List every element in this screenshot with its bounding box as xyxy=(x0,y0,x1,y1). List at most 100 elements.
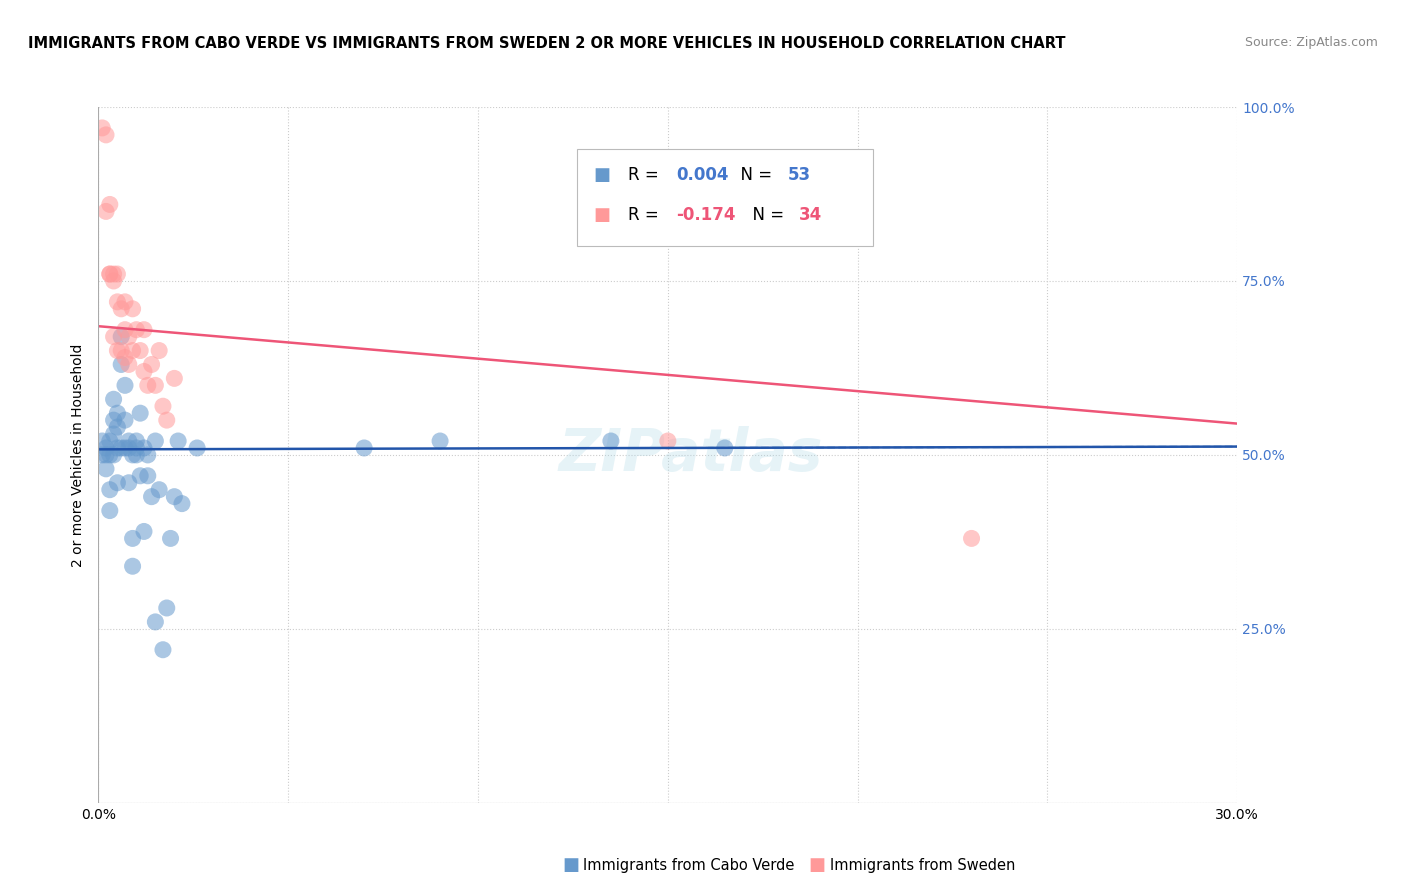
Point xyxy=(121,559,143,574)
Point xyxy=(121,343,143,358)
Point xyxy=(960,532,983,546)
Point xyxy=(170,497,193,511)
Point xyxy=(121,301,143,316)
FancyBboxPatch shape xyxy=(576,149,873,246)
Text: -0.174: -0.174 xyxy=(676,206,735,224)
Point xyxy=(145,434,167,448)
Point xyxy=(98,448,121,462)
Point xyxy=(98,267,121,281)
Point xyxy=(657,434,679,448)
Point xyxy=(110,343,132,358)
Point xyxy=(129,343,152,358)
Point xyxy=(103,392,125,407)
Point xyxy=(114,323,136,337)
Point xyxy=(91,434,114,448)
Point xyxy=(136,448,159,462)
Point xyxy=(118,358,141,372)
Point xyxy=(186,441,208,455)
Point xyxy=(156,413,179,427)
Point xyxy=(163,371,186,385)
Point xyxy=(714,441,737,455)
Point xyxy=(159,532,181,546)
Point xyxy=(132,524,155,539)
Point xyxy=(136,378,159,392)
Point xyxy=(103,274,125,288)
Point xyxy=(98,197,121,211)
Point xyxy=(152,399,174,413)
Point xyxy=(94,448,117,462)
Text: ■: ■ xyxy=(593,166,610,185)
Point xyxy=(103,448,125,462)
Text: 53: 53 xyxy=(787,166,810,185)
Point xyxy=(110,301,132,316)
Text: Immigrants from Cabo Verde: Immigrants from Cabo Verde xyxy=(583,858,794,872)
Point xyxy=(167,434,190,448)
Point xyxy=(141,490,163,504)
Point xyxy=(353,441,375,455)
Point xyxy=(107,406,129,420)
Point xyxy=(132,441,155,455)
Point xyxy=(125,323,148,337)
Point xyxy=(121,532,143,546)
Point xyxy=(107,441,129,455)
Point xyxy=(136,468,159,483)
Point xyxy=(94,441,117,455)
Text: Immigrants from Sweden: Immigrants from Sweden xyxy=(830,858,1015,872)
Point xyxy=(110,441,132,455)
Point xyxy=(152,642,174,657)
Point xyxy=(110,358,132,372)
Point xyxy=(163,490,186,504)
Point xyxy=(600,434,623,448)
Point xyxy=(98,503,121,517)
Point xyxy=(125,434,148,448)
Point xyxy=(103,267,125,281)
Point xyxy=(114,378,136,392)
Point xyxy=(118,441,141,455)
Point xyxy=(118,475,141,490)
Point xyxy=(125,448,148,462)
Point xyxy=(94,462,117,476)
Point xyxy=(98,267,121,281)
Point xyxy=(103,427,125,442)
Point xyxy=(94,204,117,219)
Point xyxy=(107,343,129,358)
Text: 0.004: 0.004 xyxy=(676,166,728,185)
Point xyxy=(107,420,129,434)
Point xyxy=(125,441,148,455)
Text: N =: N = xyxy=(731,166,778,185)
Text: ■: ■ xyxy=(808,856,825,874)
Point xyxy=(132,364,155,378)
Point xyxy=(114,351,136,365)
Point xyxy=(145,378,167,392)
Point xyxy=(429,434,451,448)
Point xyxy=(103,413,125,427)
Point xyxy=(121,448,143,462)
Point xyxy=(91,120,114,135)
Point xyxy=(129,406,152,420)
Point xyxy=(148,343,170,358)
Point xyxy=(145,615,167,629)
Point xyxy=(110,329,132,343)
Y-axis label: 2 or more Vehicles in Household: 2 or more Vehicles in Household xyxy=(72,343,86,566)
Point xyxy=(94,128,117,142)
Point xyxy=(141,358,163,372)
Point xyxy=(98,434,121,448)
Point xyxy=(107,294,129,309)
Text: Source: ZipAtlas.com: Source: ZipAtlas.com xyxy=(1244,36,1378,49)
Point xyxy=(118,329,141,343)
Point xyxy=(114,413,136,427)
Text: R =: R = xyxy=(628,166,664,185)
Point xyxy=(118,434,141,448)
Text: IMMIGRANTS FROM CABO VERDE VS IMMIGRANTS FROM SWEDEN 2 OR MORE VEHICLES IN HOUSE: IMMIGRANTS FROM CABO VERDE VS IMMIGRANTS… xyxy=(28,36,1066,51)
Text: 34: 34 xyxy=(799,206,823,224)
Point xyxy=(114,441,136,455)
Point xyxy=(103,329,125,343)
Text: ZIPatlas: ZIPatlas xyxy=(558,426,823,483)
Point xyxy=(132,323,155,337)
Point xyxy=(107,267,129,281)
Text: ■: ■ xyxy=(562,856,579,874)
Point xyxy=(98,483,121,497)
Point xyxy=(114,294,136,309)
Point xyxy=(156,601,179,615)
Point xyxy=(107,475,129,490)
